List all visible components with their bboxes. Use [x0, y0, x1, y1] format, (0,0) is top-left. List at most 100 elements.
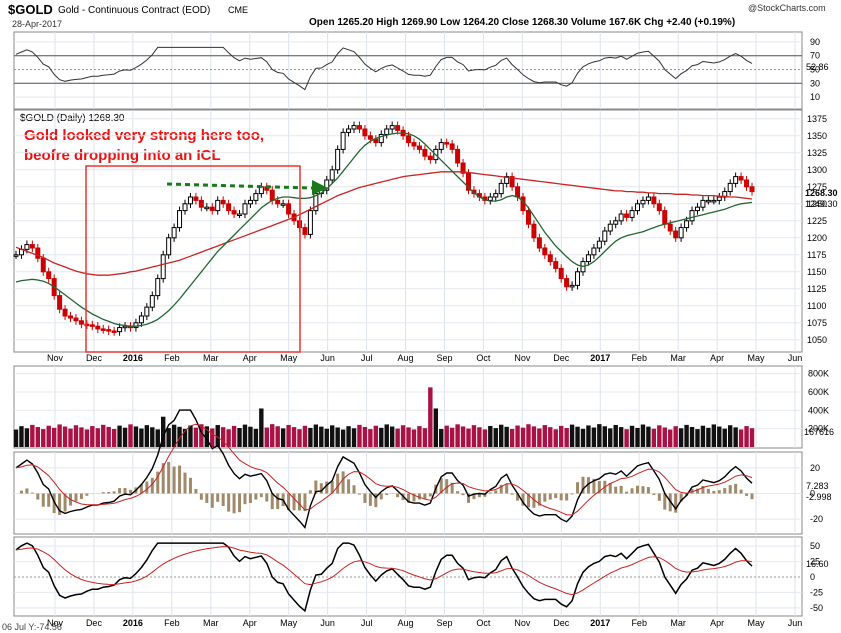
price-bar-body: [204, 206, 210, 210]
volume-bar: [613, 424, 618, 447]
rsi-tick-label: 50: [810, 65, 820, 75]
macd-histogram-bar: [477, 493, 481, 498]
macd-histogram-bar: [150, 477, 154, 494]
macd-histogram-bar: [499, 484, 503, 494]
macd-histogram-bar: [396, 493, 400, 498]
volume-bar: [62, 426, 68, 447]
exchange-label: CME: [228, 5, 248, 15]
macd-histogram-bar: [586, 477, 590, 494]
volume-bar: [41, 429, 46, 447]
price-tick-label: 1300: [807, 165, 827, 175]
volume-bar: [515, 425, 520, 447]
symbol-title: $GOLD: [8, 2, 53, 17]
macd-line: [15, 409, 753, 529]
macd-histogram-bar: [107, 492, 111, 494]
x-tick-label: Aug: [398, 353, 414, 363]
volume-bar: [144, 425, 150, 447]
macd-histogram-bar: [641, 486, 645, 494]
volume-bar: [499, 424, 504, 447]
price-bar-body: [536, 237, 542, 249]
x-tick-label-bottom: Jun: [788, 618, 803, 628]
volume-bar: [564, 428, 569, 447]
ma-tag: 1249.30: [805, 199, 838, 209]
macd-histogram-bar: [728, 485, 732, 494]
volume-bar: [101, 424, 106, 447]
price-tick-label: 1125: [807, 284, 826, 294]
price-bar-body: [722, 191, 728, 198]
price-bar-body: [89, 324, 95, 327]
macd-histogram-bar: [292, 493, 296, 511]
macd-histogram-bar: [58, 493, 62, 515]
macd-histogram-bar: [526, 493, 530, 508]
price-tick-label: 1050: [807, 335, 827, 345]
x-tick-label-bottom: Mar: [670, 618, 686, 628]
macd-histogram-bar: [559, 493, 563, 501]
price-bar-body: [313, 193, 319, 212]
price-bar-body: [106, 329, 112, 332]
x-tick-label-bottom: Feb: [631, 618, 647, 628]
price-bar-body: [117, 327, 123, 333]
price-bar-body: [493, 193, 499, 198]
rsi-tick-label: 90: [810, 37, 820, 47]
price-bar-body: [700, 199, 706, 208]
volume-bar: [668, 429, 673, 447]
volume-bar: [477, 427, 482, 447]
price-bar-body: [705, 199, 711, 203]
volume-bar: [302, 425, 308, 447]
volume-bar: [558, 425, 564, 447]
volume-bar: [433, 408, 438, 447]
volume-bar: [373, 425, 379, 447]
volume-bar: [51, 427, 57, 447]
volume-bar: [242, 424, 248, 447]
volume-bar: [226, 429, 231, 447]
volume-bar: [504, 426, 509, 447]
volume-bar: [548, 427, 553, 447]
volume-bar: [608, 428, 613, 447]
price-bar-body: [40, 257, 46, 273]
macd-histogram-bar: [254, 493, 258, 500]
volume-bar: [177, 426, 182, 447]
macd-histogram-bar: [565, 493, 569, 501]
macd-histogram-bar: [52, 493, 56, 514]
volume-bar: [384, 424, 389, 447]
price-bar-body: [591, 247, 597, 256]
x-tick-label-bottom: Apr: [243, 618, 257, 628]
volume-bar: [106, 426, 111, 447]
volume-bar: [297, 429, 302, 447]
macd-histogram-bar: [674, 493, 678, 513]
price-bar-body: [716, 196, 722, 201]
x-tick-label: May: [280, 353, 298, 363]
price-bar-body: [78, 320, 84, 325]
x-tick-label: Mar: [203, 353, 219, 363]
volume-bar: [439, 429, 444, 447]
price-bar-body: [727, 182, 733, 193]
volume-bar: [248, 426, 253, 447]
macd-histogram-bar: [417, 493, 421, 500]
price-bar-body: [187, 196, 193, 205]
price-tick-label: 1325: [807, 148, 827, 158]
price-bar-body: [444, 142, 450, 145]
price-bar-body: [73, 317, 79, 322]
macd-histogram-bar: [287, 493, 291, 511]
macd-histogram-bar: [706, 488, 710, 494]
x-tick-label: Dec: [553, 353, 570, 363]
price-bar-body: [275, 199, 281, 205]
x-tick-label-bottom: Sep: [436, 618, 452, 628]
macd-histogram-bar: [167, 462, 171, 494]
volume-bar: [133, 426, 139, 447]
macd-histogram-bar: [101, 492, 105, 494]
volume-tick-label: 600K: [808, 387, 829, 397]
price-bar-body: [449, 143, 455, 150]
price-bar-body: [651, 196, 657, 205]
last-price-tag: 1268.30: [805, 188, 838, 198]
macd-histogram-bar: [19, 490, 23, 494]
price-bar-body: [585, 254, 591, 263]
macd-histogram-bar: [308, 490, 312, 494]
macd-histogram-bar: [488, 492, 492, 494]
osc-footer: 06 Jul Y:-74.56: [2, 622, 62, 632]
price-bar-body: [155, 278, 161, 297]
price-bar-body: [438, 142, 444, 150]
volume-bar: [618, 427, 624, 447]
volume-bar: [220, 427, 226, 447]
volume-bar: [738, 429, 744, 447]
